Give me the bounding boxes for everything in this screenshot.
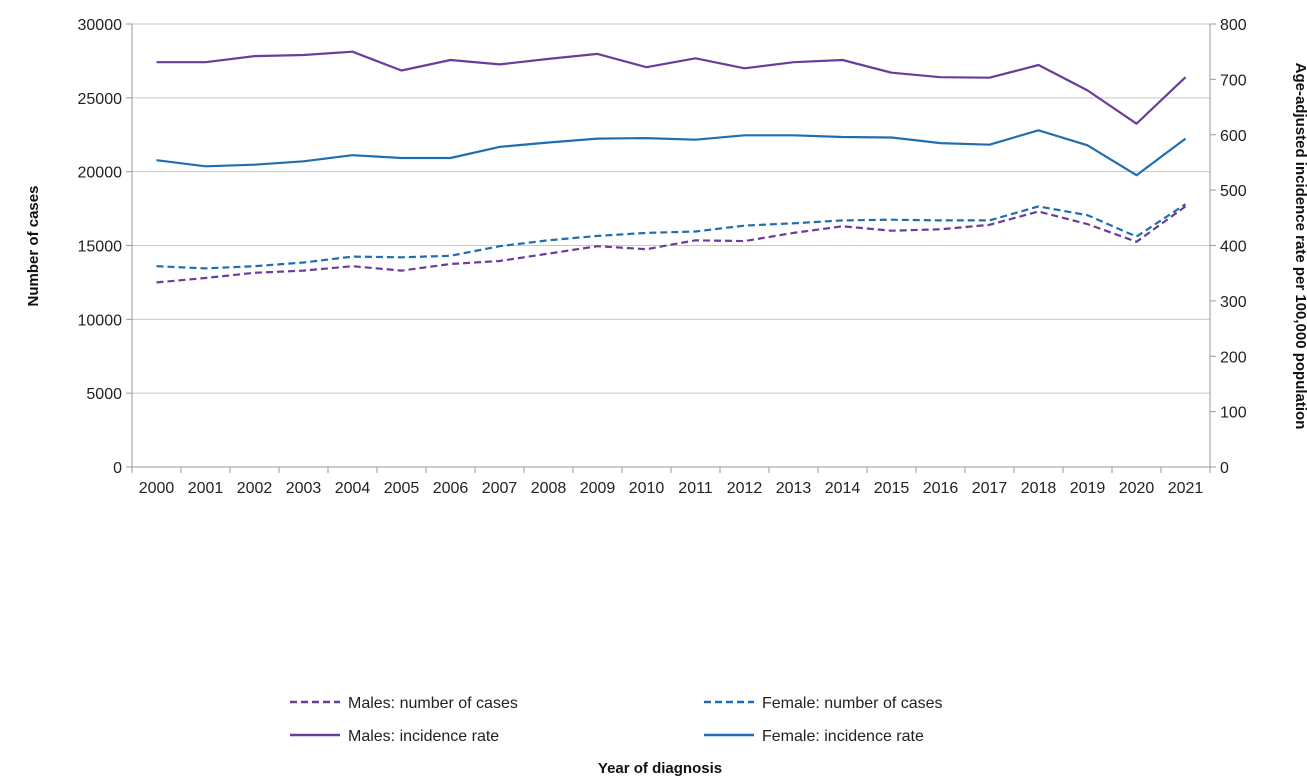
x-tick-label-2002: 2002: [237, 480, 273, 497]
y-axis-right-ticks: 0 100 200 300 400 500 600 700 800: [1210, 17, 1247, 477]
x-axis-ticks: 2000 2001 2002 2003 2004 2005 2006 2007 2008 2009…: [131, 467, 1211, 497]
legend-item-males-cases: Males: number of cases: [290, 695, 518, 712]
series-line-female-number-of-cases: [156, 203, 1187, 270]
x-tick-label-2012: 2012: [727, 480, 763, 497]
legend-label-males-rate: Males: incidence rate: [348, 728, 499, 745]
x-tick-label-2021: 2021: [1168, 480, 1204, 497]
x-tick-label-2018: 2018: [1021, 480, 1057, 497]
x-axis-title: Year of diagnosis: [598, 760, 722, 777]
legend-label-males-cases: Males: number of cases: [348, 695, 518, 712]
y-left-tick-label-6: 30000: [78, 17, 123, 34]
y-right-tick-label-8: 800: [1220, 17, 1247, 34]
x-tick-label-2008: 2008: [531, 480, 567, 497]
x-tick-label-2007: 2007: [482, 480, 518, 497]
y-right-tick-label-5: 500: [1220, 183, 1247, 200]
y-left-tick-label-5: 25000: [78, 91, 123, 108]
x-tick-label-2020: 2020: [1119, 480, 1155, 497]
legend-label-female-rate: Female: incidence rate: [762, 728, 924, 745]
y-right-tick-label-2: 200: [1220, 349, 1247, 366]
y-left-tick-label-4: 20000: [78, 165, 123, 182]
legend: Males: number of cases Female: number of…: [290, 695, 943, 745]
x-tick-label-2011: 2011: [678, 480, 713, 497]
x-tick-label-2013: 2013: [776, 480, 812, 497]
legend-item-female-rate: Female: incidence rate: [704, 728, 924, 745]
y-right-tick-label-7: 700: [1220, 72, 1247, 89]
legend-item-female-cases: Female: number of cases: [704, 695, 943, 712]
y-right-tick-label-3: 300: [1220, 294, 1247, 311]
x-tick-label-2009: 2009: [580, 480, 616, 497]
x-tick-label-2017: 2017: [972, 480, 1008, 497]
x-tick-label-2006: 2006: [433, 480, 469, 497]
series-line-males-number-of-cases: [156, 205, 1187, 284]
y-right-tick-label-4: 400: [1220, 239, 1247, 256]
y-axis-left-ticks: 0 5000 10000 15000 20000 25000 30000: [78, 17, 132, 477]
series-line-males-incidence-rate: [156, 50, 1187, 125]
x-tick-label-2015: 2015: [874, 480, 910, 497]
y-left-tick-label-2: 10000: [78, 312, 123, 329]
y-right-tick-label-1: 100: [1220, 405, 1247, 422]
legend-label-female-cases: Female: number of cases: [762, 695, 943, 712]
y-axis-left-title: Number of cases: [25, 186, 42, 307]
series-lines: [156, 50, 1187, 284]
y-axis-right-title: Age-adjusted incidence rate per 100,000 …: [1292, 63, 1307, 430]
y-left-tick-label-1: 5000: [86, 386, 122, 403]
y-right-tick-label-6: 600: [1220, 128, 1247, 145]
x-tick-label-2005: 2005: [384, 480, 420, 497]
x-tick-label-2001: 2001: [188, 480, 224, 497]
legend-item-males-rate: Males: incidence rate: [290, 728, 499, 745]
x-tick-label-2016: 2016: [923, 480, 959, 497]
x-tick-label-2010: 2010: [629, 480, 665, 497]
y-left-tick-label-0: 0: [113, 460, 122, 477]
x-tick-label-2014: 2014: [825, 480, 861, 497]
x-tick-label-2004: 2004: [335, 480, 371, 497]
y-right-tick-label-0: 0: [1220, 460, 1229, 477]
y-left-tick-label-3: 15000: [78, 239, 123, 256]
x-tick-label-2003: 2003: [286, 480, 322, 497]
x-tick-label-2000: 2000: [139, 480, 175, 497]
series-line-female-incidence-rate: [156, 129, 1187, 177]
x-tick-label-2019: 2019: [1070, 480, 1106, 497]
